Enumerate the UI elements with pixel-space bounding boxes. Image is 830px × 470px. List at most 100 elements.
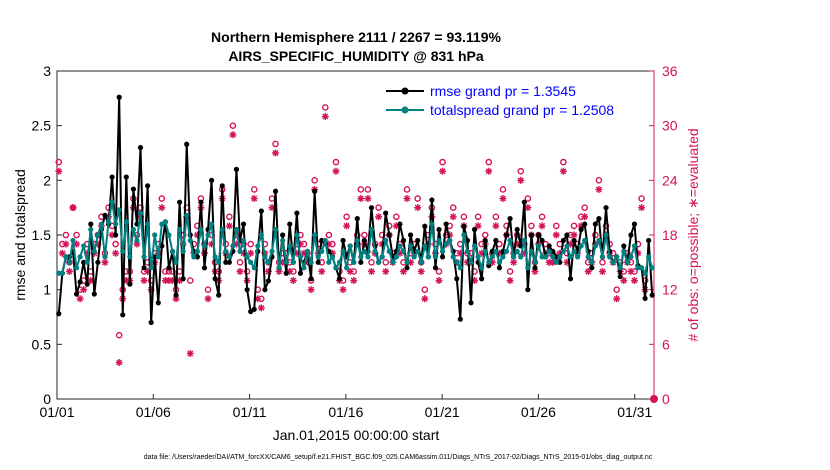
rmse-point: [262, 287, 268, 293]
obs-evaluated-point: [101, 258, 109, 266]
spread-point: [66, 259, 73, 265]
obs-evaluated-point: [193, 231, 201, 239]
spread-point: [137, 210, 144, 216]
obs-possible-point: [474, 213, 482, 221]
obs-evaluated-point: [122, 277, 130, 285]
spread-point: [340, 248, 346, 254]
obs-evaluated-point: [417, 267, 425, 275]
spread-point: [511, 254, 517, 260]
spread-point: [173, 259, 179, 265]
obs-possible-point: [361, 231, 368, 239]
spread-point: [631, 243, 638, 249]
obs-evaluated-point: [318, 267, 326, 275]
obs-evaluated-point: [144, 267, 152, 275]
rmse-point: [496, 265, 503, 271]
spread-point: [130, 226, 137, 233]
rmse-point: [546, 243, 552, 249]
x-tick-label: 01/01: [39, 404, 74, 420]
spread-point: [603, 232, 609, 238]
obs-evaluated-point: [506, 277, 514, 285]
obs-possible-point: [449, 204, 457, 211]
obs-possible-point: [73, 231, 80, 239]
rmse-point: [95, 259, 101, 265]
rmse-point: [589, 265, 595, 271]
rmse-point: [184, 141, 190, 147]
spread-point: [429, 221, 435, 227]
spread-point: [198, 226, 204, 233]
rmse-point: [123, 174, 129, 180]
y2-tick-label: 0: [662, 391, 670, 407]
y-tick-label: 1.5: [32, 227, 52, 243]
spread-point: [532, 259, 538, 265]
obs-possible-point: [403, 186, 411, 193]
rmse-point: [208, 177, 215, 183]
spread-point: [127, 254, 133, 260]
obs-evaluated-point: [474, 222, 482, 230]
spread-point: [447, 237, 453, 244]
obs-possible-point: [435, 268, 443, 275]
obs-evaluated-point: [65, 267, 73, 275]
spread-point: [105, 219, 112, 225]
rmse-point: [436, 226, 442, 233]
y-axis-left: 0 0.5 1 1.5 2 2.5 3: [32, 63, 62, 407]
obs-evaluated-point: [463, 258, 471, 266]
spread-point: [208, 221, 215, 227]
obs-evaluated-point: [392, 222, 400, 230]
y-tick-label: 1: [43, 282, 51, 298]
obs-evaluated-point: [435, 277, 443, 285]
obs-possible-point: [332, 158, 340, 166]
rmse-point: [386, 232, 392, 238]
rmse-point: [582, 221, 588, 227]
obs-evaluated-point: [225, 222, 233, 230]
rmse-point: [127, 281, 133, 287]
obs-evaluated-point: [449, 213, 457, 221]
obs-possible-point: [364, 186, 372, 193]
rmse-point: [109, 174, 115, 180]
obs-evaluated-point: [232, 240, 240, 248]
obs-evaluated-point: [208, 240, 216, 248]
obs-evaluated-point: [566, 240, 574, 248]
rmse-point: [84, 281, 90, 287]
rmse-point: [88, 221, 94, 227]
obs-evaluated-point: [69, 204, 77, 212]
spread-point: [596, 237, 602, 244]
spread-point: [248, 259, 254, 265]
spread-point: [418, 259, 424, 265]
y-tick-label: 2.5: [32, 118, 52, 134]
obs-evaluated-point: [471, 277, 479, 285]
obs-evaluated-point: [545, 258, 553, 266]
obs-evaluated-point: [176, 277, 184, 285]
obs-possible-point: [162, 268, 169, 275]
obs-evaluated-point: [346, 267, 354, 275]
rmse-point: [457, 316, 463, 322]
rmse-point: [383, 210, 389, 216]
rmse-point: [521, 199, 527, 205]
rmse-point: [368, 205, 375, 211]
rmse-point: [557, 259, 563, 265]
obs-evaluated-point: [307, 286, 315, 294]
spread-point: [56, 270, 62, 276]
rmse-point: [141, 265, 147, 271]
obs-evaluated-point: [375, 213, 383, 221]
spread-point: [191, 254, 197, 260]
spread-point: [319, 248, 325, 254]
spread-point: [496, 259, 503, 265]
legend-rmse-marker: [401, 87, 409, 95]
obs-possible-point: [321, 104, 329, 111]
spread-point: [439, 248, 446, 254]
spread-point: [283, 259, 289, 265]
rmse-point: [219, 183, 225, 189]
spread-point: [528, 248, 535, 254]
obs-possible-point: [375, 204, 382, 211]
spread-point: [216, 259, 222, 265]
rmse-point: [315, 259, 321, 265]
obs-evaluated-point: [293, 249, 301, 257]
obs-evaluated-point: [247, 249, 255, 257]
spread-point: [258, 232, 264, 238]
obs-evaluated-point: [549, 258, 557, 266]
spread-point: [297, 254, 304, 260]
rmse-point: [617, 273, 623, 280]
obs-possible-point: [421, 286, 429, 293]
y-tick-label: 0: [43, 391, 51, 407]
rmse-point: [336, 276, 343, 282]
